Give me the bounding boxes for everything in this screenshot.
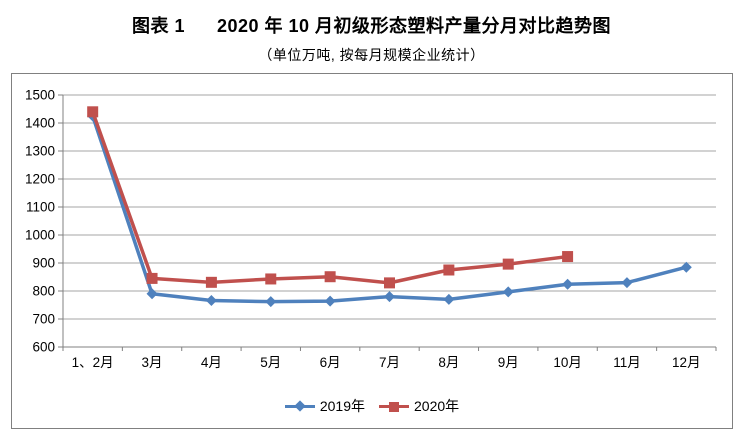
svg-text:10月: 10月 [553,355,582,370]
svg-text:1500: 1500 [25,88,55,103]
figure-title-text: 2020 年 10 月初级形态塑料产量分月对比趋势图 [216,16,612,36]
svg-text:4月: 4月 [201,355,222,370]
svg-text:12月: 12月 [672,355,701,370]
svg-text:1、2月: 1、2月 [72,355,114,370]
svg-text:700: 700 [32,312,55,327]
svg-text:9月: 9月 [498,355,519,370]
svg-text:1300: 1300 [25,144,55,159]
legend: 2019年 2020年 [12,396,732,416]
legend-item-2020: 2020年 [379,396,459,416]
legend-label-2020: 2020年 [414,398,460,414]
line-chart-plot: 600 700 800 900 1000 1100 1200 1300 1400 1500 1、2月… [25,88,717,370]
svg-text:1200: 1200 [25,172,55,187]
svg-text:6月: 6月 [320,355,341,370]
svg-text:1000: 1000 [25,228,55,243]
svg-text:800: 800 [32,284,55,299]
svg-text:5月: 5月 [260,355,281,370]
svg-text:7月: 7月 [379,355,400,370]
svg-text:8月: 8月 [438,355,459,370]
chart-subtitle: （单位万吨, 按每月规模企业统计） [258,47,485,63]
chart-frame: 600 700 800 900 1000 1100 1200 1300 1400 1500 1、2月… [11,73,733,429]
figure-label: 图表 1 [131,16,185,36]
legend-item-2019: 2019年 [284,396,365,416]
svg-text:900: 900 [32,256,55,271]
svg-text:1400: 1400 [25,116,55,131]
svg-text:600: 600 [32,340,55,355]
legend-label-2019: 2019年 [319,398,365,414]
svg-text:3月: 3月 [142,355,163,370]
page-title: 图表 1 2020 年 10 月初级形态塑料产量分月对比趋势图 [0,12,743,38]
legend-marker-diamond-icon [284,400,315,412]
svg-text:11月: 11月 [613,355,641,370]
legend-marker-square-icon [379,400,409,412]
svg-text:1100: 1100 [26,200,55,215]
